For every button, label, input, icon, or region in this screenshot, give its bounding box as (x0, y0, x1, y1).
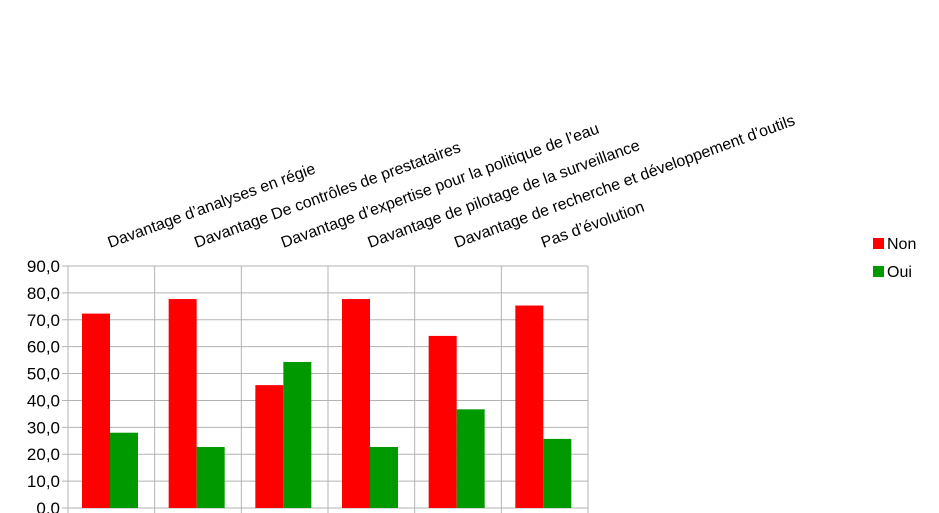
bar-oui-4 (456, 409, 485, 508)
grid-lines (67, 265, 589, 513)
y-tick-label: 0,0 (36, 499, 60, 513)
bar-non-4 (428, 335, 457, 508)
y-tick-label: 10,0 (27, 472, 60, 491)
bar-non-2 (255, 385, 284, 508)
y-tick-label: 50,0 (27, 365, 60, 384)
axes (62, 265, 588, 509)
x-category-label: Davantage de recherche et développement … (452, 112, 797, 251)
bar-non-1 (168, 299, 197, 508)
bar-oui-5 (543, 438, 572, 508)
bar-non-5 (515, 305, 544, 508)
y-tick-label: 70,0 (27, 311, 60, 330)
y-tick-label: 30,0 (27, 418, 60, 437)
legend-swatch-oui (873, 266, 884, 277)
legend-label-oui: Oui (887, 264, 912, 281)
y-tick-labels: 0,0 10,0 20,0 30,0 40,0 50,0 60,0 70,0 80,0 90,0 (27, 257, 60, 513)
y-tick-label: 40,0 (27, 391, 60, 410)
y-tick-label: 60,0 (27, 338, 60, 357)
bars (82, 299, 572, 508)
bar-oui-3 (370, 446, 398, 508)
y-tick-label: 20,0 (27, 445, 60, 464)
bar-non-3 (342, 299, 370, 508)
bar-oui-2 (283, 361, 312, 508)
bar-oui-1 (196, 446, 225, 508)
y-tick-label: 90,0 (27, 257, 60, 276)
bar-oui-0 (110, 432, 138, 508)
y-tick-label: 80,0 (27, 284, 60, 303)
bar-non-0 (82, 313, 110, 508)
legend-swatch-non (873, 238, 884, 249)
legend-label-non: Non (887, 236, 916, 253)
legend: Non Oui (873, 236, 916, 281)
